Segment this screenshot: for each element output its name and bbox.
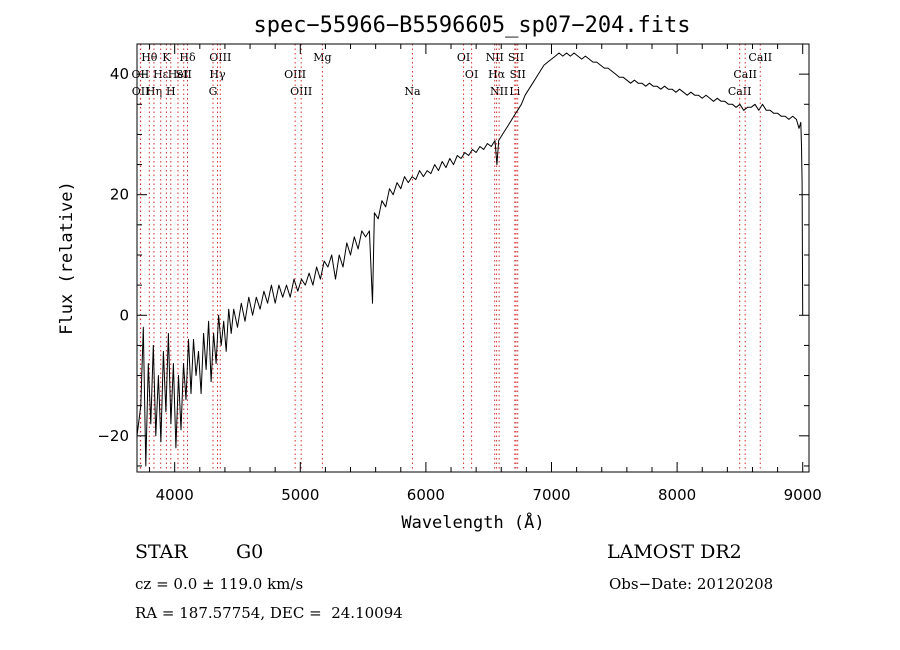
axis-ticks: 4000 5000 6000 7000 8000 9000 −20 0 20 40 — [97, 43, 822, 504]
x-tick-label: 7000 — [532, 486, 570, 504]
plot-frame — [136, 43, 810, 473]
coordinates: RA = 187.57754, DEC = 24.10094 — [135, 604, 403, 622]
y-tick-label: −20 — [97, 427, 129, 445]
y-axis-label: Flux (relative) — [57, 181, 77, 335]
y-tick-label: 40 — [110, 65, 129, 83]
line-label-23: OIII — [290, 85, 312, 98]
line-label-25: NII — [490, 85, 508, 98]
line-label-15: OI — [465, 68, 478, 81]
y-tick-label: 0 — [119, 306, 129, 324]
line-label-24: Na — [404, 85, 421, 98]
line-label-20: Hη — [146, 85, 162, 98]
line-label-13: Hγ — [209, 68, 226, 81]
obs-date: Obs−Date: 20120208 — [609, 575, 774, 593]
redshift-readout: cz = 0.0 ± 119.0 km/s — [135, 575, 304, 593]
line-label-11: HeI — [168, 68, 188, 81]
survey-name: LAMOST DR2 — [607, 541, 742, 563]
x-tick-label: 4000 — [156, 486, 194, 504]
line-label-14: OIII — [284, 68, 306, 81]
line-label-19: OII — [132, 85, 150, 98]
line-labels: HθKHδOIIIMgOINIISIICaIIOIIHεHeISIIHγOIII… — [132, 51, 773, 98]
x-tick-label: 9000 — [784, 486, 822, 504]
object-class: STAR — [135, 541, 188, 563]
y-tick-label: 20 — [110, 186, 129, 204]
subclass: G0 — [236, 541, 264, 563]
x-tick-label: 6000 — [407, 486, 445, 504]
spectrum-line-0 — [136, 52, 804, 467]
line-label-27: CaII — [728, 85, 752, 98]
line-label-16: Hα — [488, 68, 506, 81]
spectrum-series — [136, 52, 804, 467]
x-tick-label: 5000 — [281, 486, 319, 504]
x-tick-label: 8000 — [658, 486, 696, 504]
line-label-12: SII — [176, 68, 192, 81]
spectral-line-markers — [139, 44, 761, 472]
line-label-17: SII — [510, 68, 526, 81]
x-axis-label: Wavelength (Å) — [401, 511, 544, 533]
line-label-21: H — [166, 85, 176, 98]
line-label-22: G — [209, 85, 218, 98]
chart-title: spec−55966−B5596605_sp07−204.fits — [253, 13, 690, 38]
line-label-18: CaII — [733, 68, 757, 81]
line-label-26: Li — [509, 85, 520, 98]
line-label-10: Hε — [153, 68, 169, 81]
